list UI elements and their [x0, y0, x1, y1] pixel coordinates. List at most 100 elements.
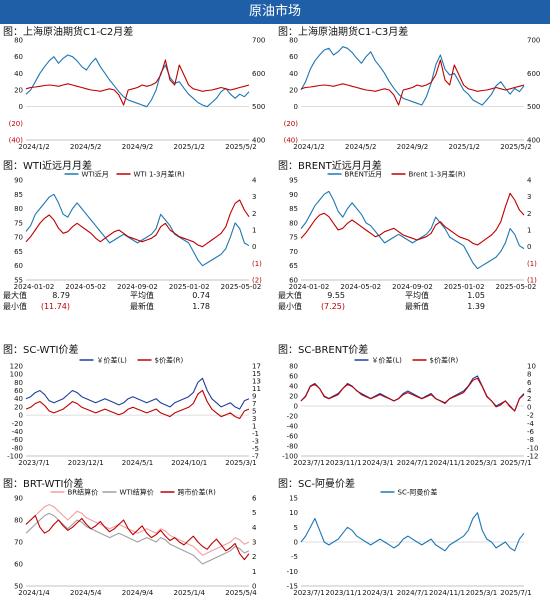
- y-right-tick: (1): [252, 260, 262, 268]
- series-line-0: [300, 190, 525, 270]
- x-tick-label: 2025-01-02: [169, 283, 210, 291]
- y-left-tick: -100: [7, 453, 23, 461]
- y-right-tick: -8: [527, 436, 534, 444]
- chart-title-5: 图：SC-BRENT价差: [278, 343, 368, 356]
- stat-value-min: (11.74): [41, 302, 70, 311]
- y-right-tick: 7: [252, 400, 256, 408]
- series-line-1: [25, 199, 250, 248]
- y-left-tick: 55: [14, 277, 23, 285]
- y-left-tick: 75: [289, 234, 298, 242]
- stat-value-max: 8.79: [52, 291, 70, 300]
- series-line-1: [300, 59, 525, 106]
- y-left-tick: 20: [289, 393, 298, 401]
- y-right-tick: 8: [527, 371, 531, 379]
- stat-label-last: 最新值: [405, 301, 429, 311]
- x-tick-label: 2025/3/1: [466, 589, 497, 597]
- chart-title-3: 图：BRENT近远月月差: [278, 159, 382, 172]
- y-right-tick: -1: [252, 430, 259, 438]
- y-left-tick: -20: [12, 420, 23, 428]
- y-right-tick: 2: [527, 395, 531, 403]
- y-right-tick: 1: [527, 227, 531, 235]
- stat-label-min: 最小值: [278, 301, 302, 311]
- x-tick-label: 2024-01-02: [14, 283, 55, 291]
- y-right-tick: 4: [252, 524, 257, 532]
- y-right-tick: 4: [527, 177, 532, 185]
- chart-title-0: 图：上海原油期货C1-C2月差: [3, 25, 133, 38]
- y-left-tick: -40: [12, 428, 23, 436]
- x-tick-label: 2024/5/4: [70, 589, 102, 597]
- y-left-tick: (20): [284, 120, 299, 128]
- chart-panel-6: 图：BRT-WTI价差 90 80 70 60 50 6 5 4 3 2 1 0 2024/1/4 2024…: [3, 477, 257, 597]
- legend-label: ￥价差(L): [372, 356, 403, 365]
- y-right-tick: 4: [252, 177, 257, 185]
- y-left-tick: 65: [289, 262, 298, 270]
- legend-label: WTI 1-3月差(R): [134, 170, 186, 179]
- x-tick-label: 2024-09-02: [117, 283, 158, 291]
- y-left-tick: 20: [14, 87, 23, 95]
- y-right-tick: 2: [252, 210, 256, 218]
- legend-label: BRENT近月: [345, 170, 383, 179]
- y-left-tick: 60: [14, 561, 23, 569]
- y-left-tick: 5: [294, 524, 298, 532]
- x-tick-label: 2023/7/1: [293, 459, 324, 467]
- y-left-tick: 15: [289, 495, 298, 503]
- y-left-tick: 100: [10, 371, 23, 379]
- y-right-tick: (1): [527, 277, 537, 285]
- chart-grid: 图：上海原油期货C1-C2月差806040200(20)(40)70060050…: [3, 25, 540, 597]
- y-left-tick: 0: [19, 412, 23, 420]
- y-right-tick: 0: [527, 243, 531, 251]
- y-left-tick: 80: [14, 379, 23, 387]
- y-right-tick: 500: [252, 103, 265, 111]
- y-left-tick: (20): [9, 120, 24, 128]
- y-right-tick: 17: [252, 363, 261, 371]
- y-left-tick: -40: [287, 423, 298, 431]
- legend-label: Brent 1-3月差(R): [409, 170, 466, 179]
- y-right-tick: 600: [527, 70, 540, 78]
- stat-label-min: 最小值: [3, 301, 27, 311]
- series-line-1: [25, 59, 250, 106]
- y-right-tick: 3: [252, 193, 256, 201]
- y-right-tick: 0: [252, 583, 256, 591]
- y-left-tick: 60: [289, 277, 298, 285]
- x-tick-label: 2023/11/1: [326, 459, 362, 467]
- x-tick-label: 2024/3/1: [362, 589, 393, 597]
- y-right-tick: 3: [252, 415, 256, 423]
- stat-value-min: (7.25): [321, 302, 345, 311]
- x-tick-label: 2025/1/2: [449, 143, 480, 151]
- y-right-tick: 400: [527, 137, 540, 145]
- series-line-0: [25, 193, 250, 267]
- series-line-2: [25, 515, 250, 561]
- x-tick-label: 2025/1/2: [174, 143, 205, 151]
- y-left-tick: 65: [14, 248, 23, 256]
- x-tick-label: 2024/1/2: [18, 143, 49, 151]
- y-right-tick: 2: [252, 553, 256, 561]
- chart-panel-5: 图：SC-BRENT价差806040200-20-40-60-80-100108…: [278, 343, 538, 467]
- y-right-tick: 1: [252, 227, 256, 235]
- y-left-tick: 0: [294, 403, 298, 411]
- chart-title-6: 图：BRT-WTI价差: [3, 477, 83, 490]
- series-line-0: [25, 377, 250, 410]
- series-line-1: [25, 389, 250, 420]
- y-right-tick: -7: [252, 453, 259, 461]
- series-line-1: [300, 192, 525, 246]
- legend-label: WTI结算价: [120, 488, 154, 497]
- y-left-tick: 0: [294, 539, 298, 547]
- y-right-tick: 500: [527, 103, 540, 111]
- x-tick-label: 2024/1/2: [293, 143, 324, 151]
- x-tick-label: 2024/5/2: [345, 143, 376, 151]
- y-right-tick: 5: [252, 509, 256, 517]
- y-right-tick: 6: [252, 495, 257, 503]
- chart-title-1: 图：上海原油期货C1-C3月差: [278, 25, 408, 38]
- y-left-tick: 80: [289, 363, 298, 371]
- y-right-tick: -5: [252, 445, 259, 453]
- x-tick-label: 2025/3/1: [225, 459, 256, 467]
- y-right-tick: -12: [527, 453, 538, 461]
- series-line-1: [300, 377, 525, 412]
- legend-label: WTI近月: [82, 170, 109, 179]
- y-left-tick: (40): [284, 137, 299, 145]
- y-left-tick: 20: [14, 403, 23, 411]
